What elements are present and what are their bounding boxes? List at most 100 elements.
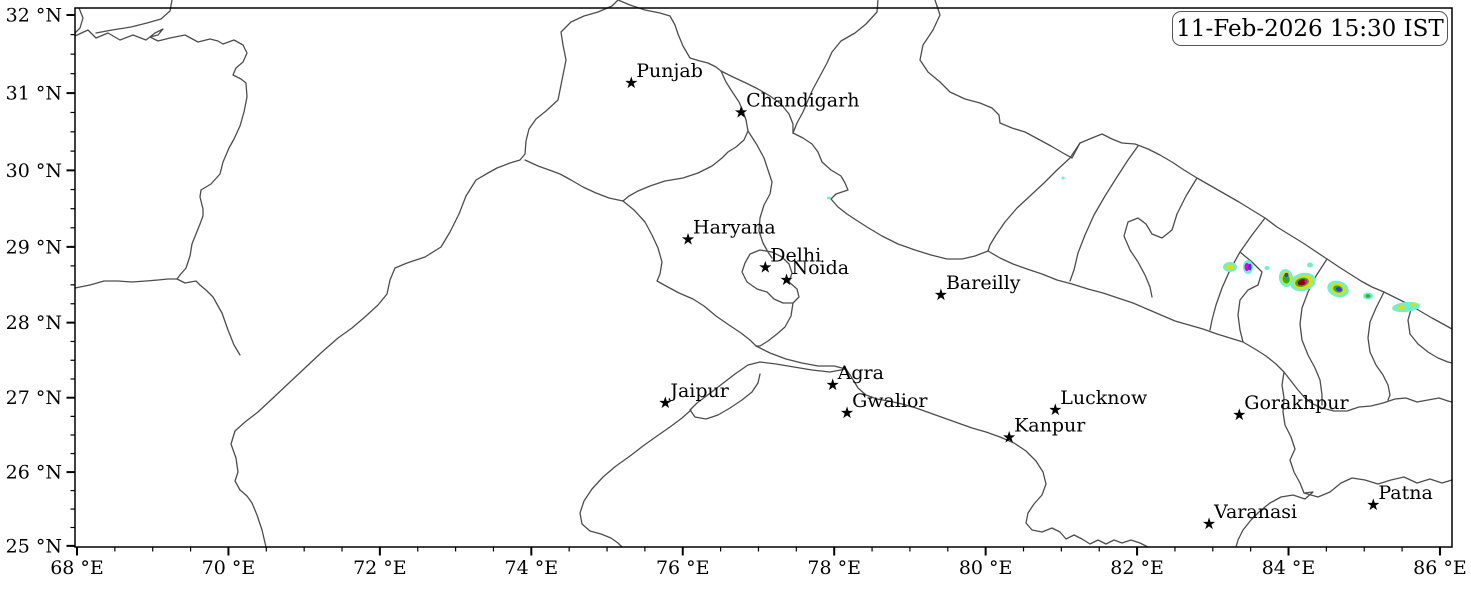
state-border-line xyxy=(845,368,1149,548)
city-star-icon: ★ xyxy=(1202,514,1216,533)
state-border-line xyxy=(1123,177,1198,298)
x-tick-label: 70 °E xyxy=(202,557,256,579)
radar-cell-contour xyxy=(1397,305,1406,310)
city-star-icon: ★ xyxy=(1048,400,1062,419)
x-tick-label: 80 °E xyxy=(959,557,1013,579)
city-label: Kanpur xyxy=(1014,414,1086,436)
city-label: Varanasi xyxy=(1213,501,1297,523)
timestamp-label: 11-Feb-2026 15:30 IST xyxy=(1176,15,1444,42)
radar-cell-contour xyxy=(1297,279,1307,286)
city-label: Lucknow xyxy=(1060,387,1148,409)
city-marker-group: ★Chandigarh xyxy=(734,90,860,122)
state-border-line xyxy=(230,0,619,548)
state-border-line xyxy=(852,217,989,260)
city-star-icon: ★ xyxy=(681,229,695,248)
state-border-line xyxy=(1209,217,1266,331)
radar-cell-contour xyxy=(1061,176,1065,180)
state-border-line xyxy=(622,200,757,347)
city-marker-group: ★Delhi xyxy=(758,245,821,277)
city-star-icon: ★ xyxy=(758,258,772,277)
state-border-line xyxy=(579,409,692,548)
state-border-line xyxy=(1367,291,1391,401)
city-label: Jaipur xyxy=(668,380,729,402)
city-star-icon: ★ xyxy=(1232,405,1246,424)
city-label: Haryana xyxy=(693,216,776,238)
state-border-line xyxy=(176,39,248,280)
radar-cell-contour xyxy=(1307,262,1313,268)
state-border-line xyxy=(1303,476,1453,498)
city-star-icon: ★ xyxy=(840,403,854,422)
city-label: Gwalior xyxy=(852,390,928,412)
x-tick-label: 86 °E xyxy=(1413,557,1467,579)
x-tick-label: 68 °E xyxy=(50,557,104,579)
y-tick-label: 31 °N xyxy=(6,83,62,105)
radar-cell xyxy=(1392,301,1420,313)
x-tick-label: 72 °E xyxy=(353,557,407,579)
city-star-icon: ★ xyxy=(779,270,793,289)
x-tick-label: 84 °E xyxy=(1262,557,1316,579)
state-border-line xyxy=(792,0,879,134)
state-border-line xyxy=(689,361,847,420)
radar-cell-contour xyxy=(1304,279,1308,283)
y-tick-label: 30 °N xyxy=(6,160,62,182)
y-tick-label: 25 °N xyxy=(6,535,62,557)
radar-cell xyxy=(1290,272,1316,292)
city-marker-group: ★Jaipur xyxy=(658,380,730,412)
y-tick-label: 32 °N xyxy=(6,5,62,27)
city-star-icon: ★ xyxy=(734,103,748,122)
city-marker-group: ★Haryana xyxy=(681,216,776,248)
radar-cell xyxy=(1278,269,1294,287)
x-tick-label: 78 °E xyxy=(807,557,861,579)
state-border-line xyxy=(741,249,800,304)
x-tick-label: 74 °E xyxy=(505,557,559,579)
city-label: Delhi xyxy=(770,245,821,267)
radar-cell-contour xyxy=(1244,263,1250,271)
x-tick-label: 76 °E xyxy=(656,557,710,579)
city-label: Chandigarh xyxy=(746,90,859,112)
city-label: Noida xyxy=(791,257,849,279)
city-marker-group: ★Varanasi xyxy=(1202,501,1297,533)
axes-frame xyxy=(74,7,1453,548)
y-tick-label: 29 °N xyxy=(6,236,62,258)
city-marker-group: ★Gorakhpur xyxy=(1232,392,1349,424)
state-border-line xyxy=(755,302,794,347)
state-border-line xyxy=(1079,133,1453,330)
state-border-line xyxy=(74,7,84,34)
radar-cell xyxy=(1363,292,1373,300)
state-border-line xyxy=(1407,305,1453,364)
city-marker-group: ★Gwalior xyxy=(840,390,929,422)
city-label: Gorakhpur xyxy=(1244,392,1349,414)
radar-cell xyxy=(1243,260,1253,274)
y-tick-label: 28 °N xyxy=(6,312,62,334)
timestamp-box: 11-Feb-2026 15:30 IST xyxy=(1172,11,1448,46)
city-marker-group: ★Bareilly xyxy=(934,272,1021,304)
city-star-icon: ★ xyxy=(934,285,948,304)
state-border-line xyxy=(176,278,241,356)
radar-cell-contour xyxy=(1392,301,1420,313)
state-border-line xyxy=(987,142,1081,252)
state-border-line xyxy=(74,28,224,45)
radar-cell xyxy=(1061,176,1065,180)
radar-cell xyxy=(1223,262,1237,272)
radar-cell xyxy=(1264,266,1270,270)
y-tick-label: 26 °N xyxy=(6,462,62,484)
state-border-line xyxy=(617,0,749,202)
city-marker-group: ★Patna xyxy=(1366,482,1433,514)
city-label: Patna xyxy=(1378,482,1432,504)
state-border-line xyxy=(755,345,847,370)
state-border-line xyxy=(792,132,854,219)
city-label: Punjab xyxy=(636,60,703,82)
radar-cell-contour xyxy=(1336,287,1342,292)
radar-cell-contour xyxy=(1264,266,1270,270)
state-border-line xyxy=(720,70,794,134)
city-marker-group: ★Punjab xyxy=(624,60,703,92)
state-border-line xyxy=(524,159,624,202)
radar-cell-contour xyxy=(1282,274,1290,284)
state-border-line xyxy=(747,130,773,259)
radar-cell-contour xyxy=(1410,302,1417,306)
radar-cell xyxy=(827,196,831,200)
state-border-line xyxy=(1237,251,1263,343)
city-marker-group: ★Kanpur xyxy=(1002,414,1086,446)
